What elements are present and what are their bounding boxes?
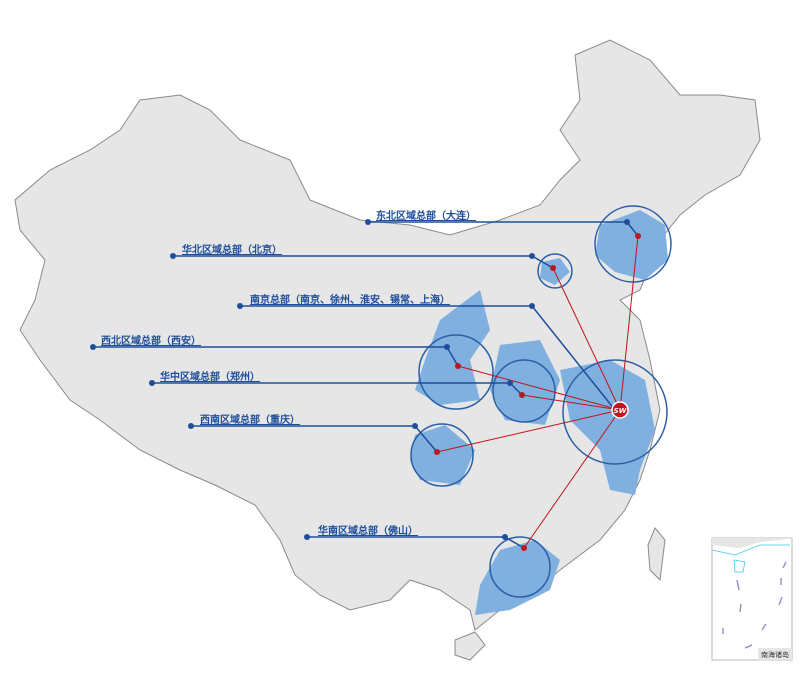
china-landmass xyxy=(14,39,761,631)
link-south xyxy=(523,409,621,549)
highlighted-provinces xyxy=(410,210,668,615)
region-guangdong xyxy=(475,540,560,615)
label-northeast[interactable]: 东北区域总部（大连） xyxy=(376,209,476,222)
label-southwest[interactable]: 西南区域总部（重庆） xyxy=(200,413,300,426)
red-dots xyxy=(434,233,641,551)
circle-central xyxy=(492,359,556,423)
label-south[interactable]: 华南区域总部（佛山） xyxy=(318,524,418,537)
taiwan-island xyxy=(647,527,666,582)
circle-southwest xyxy=(410,423,474,487)
label-northwest[interactable]: 西北区域总部（西安） xyxy=(101,334,201,347)
hub-logo-text: SW xyxy=(614,407,627,415)
label-nanjing[interactable]: 南京总部（南京、徐州、淮安、锡常、上海） xyxy=(250,293,450,306)
link-northwest xyxy=(457,365,621,411)
inset-label: 南海诸岛 xyxy=(761,650,789,659)
region-shaanxi xyxy=(415,290,490,405)
circle-north xyxy=(537,253,573,289)
label-central[interactable]: 华中区域总部（郑州） xyxy=(160,370,260,383)
coverage-circles xyxy=(410,205,672,598)
link-north xyxy=(552,267,621,411)
label-north[interactable]: 华北区域总部（北京） xyxy=(182,243,282,256)
circle-hub xyxy=(562,359,668,465)
red-links xyxy=(436,235,639,549)
circle-south xyxy=(489,536,551,598)
hainan-island xyxy=(454,631,486,661)
blue-dots xyxy=(90,219,630,540)
hub-logo[interactable]: SW xyxy=(611,401,629,419)
link-southwest xyxy=(436,409,621,453)
link-northeast xyxy=(619,235,639,411)
link-central xyxy=(521,394,621,411)
region-henan xyxy=(490,340,560,425)
circle-northwest xyxy=(418,334,494,410)
south-china-sea-inset: 南海诸岛 xyxy=(711,537,793,661)
region-northeast xyxy=(595,210,668,280)
